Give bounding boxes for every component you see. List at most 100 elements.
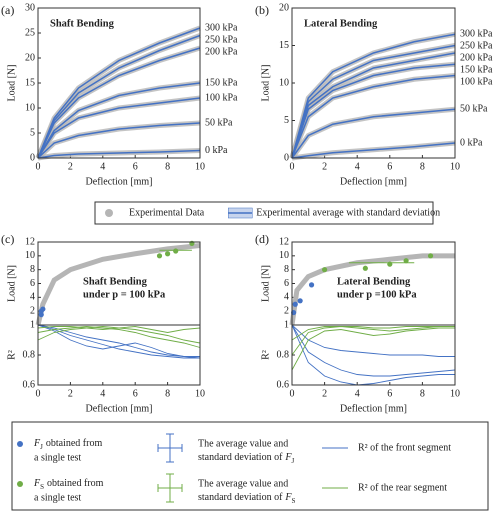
subscript: J: [40, 443, 43, 451]
series-label: 0 kPa: [460, 137, 483, 148]
legend-label: a single test: [34, 492, 81, 503]
fs-point: [322, 267, 328, 273]
r2-curve: [291, 324, 455, 357]
series-label: 50 kPa: [205, 117, 233, 128]
legend-text: standard deviation of: [198, 492, 283, 503]
y-tick-label: 12: [279, 236, 289, 247]
symbol: F: [33, 438, 41, 449]
legend-text: obtained from: [47, 478, 104, 489]
symbol: F: [33, 478, 41, 489]
y-tick-label: 2: [284, 305, 289, 316]
series-label: 0 kPa: [205, 145, 228, 156]
panel-subtitle: under p = 100 kPa: [83, 289, 166, 300]
plot-frame: [37, 324, 201, 386]
x-axis-label: Deflection [mm]: [86, 176, 153, 187]
plot-frame: [291, 324, 456, 386]
legend-box: [11, 421, 489, 511]
series-label: 150 kPa: [460, 65, 493, 76]
plot-frame: [291, 7, 456, 159]
x-tick-label: 4: [355, 161, 360, 172]
x-tick-label: 8: [420, 161, 425, 172]
panel-title: Lateral Bending: [337, 276, 411, 287]
y-axis-label: R²: [260, 350, 271, 360]
average-curve: [37, 97, 201, 159]
average-curve: [291, 63, 456, 159]
panel-label: (d): [255, 232, 269, 246]
legend-label: a single test: [34, 452, 81, 463]
panel-label: (b): [255, 3, 269, 17]
x-tick-label: 0: [36, 161, 41, 172]
y-axis-label: Load [N]: [6, 65, 17, 102]
x-tick-label: 0: [290, 388, 295, 399]
r2-curve: [291, 326, 455, 341]
average-curve: [37, 122, 201, 159]
average-curve: [291, 74, 456, 159]
legend-label: FJ obtained from: [33, 438, 102, 450]
fs-point: [362, 265, 368, 271]
y-tick-label: 4: [30, 292, 35, 303]
y-axis-label: R²: [6, 350, 17, 360]
x-tick-label: 4: [355, 388, 360, 399]
x-tick-label: 2: [68, 161, 73, 172]
average-curve: [291, 33, 456, 159]
r2-curve: [291, 326, 455, 356]
panel-label: (c): [1, 232, 14, 246]
average-curve: [37, 82, 201, 159]
series-label: 200 kPa: [460, 53, 493, 64]
y-axis-label: Load [N]: [260, 265, 271, 302]
average-curve: [291, 44, 456, 159]
y-tick-label: 0.6: [277, 379, 290, 390]
y-tick-label: 12: [25, 236, 35, 247]
x-tick-label: 2: [322, 161, 327, 172]
panel-title: Lateral Bending: [304, 18, 378, 29]
legend-label: FS obtained from: [33, 478, 104, 490]
series-label: 300 kPa: [205, 22, 238, 33]
x-tick-label: 8: [420, 388, 425, 399]
average-curve: [37, 47, 201, 159]
legend-label: standard deviation of FJ: [198, 452, 295, 464]
fj-point: [292, 301, 298, 307]
x-tick-label: 6: [387, 388, 392, 399]
y-tick-label: 20: [279, 2, 289, 13]
fj-point: [40, 306, 46, 312]
y-tick-label: 15: [279, 40, 289, 51]
x-tick-label: 8: [165, 388, 170, 399]
panel-title: Shaft Bending: [83, 276, 148, 287]
fs-point: [427, 253, 434, 259]
y-tick-label: 1: [284, 319, 289, 330]
x-tick-label: 0: [290, 161, 295, 172]
r2-curve: [37, 326, 201, 333]
y-tick-label: 8: [284, 264, 289, 275]
legend-label: R² of the rear segment: [358, 482, 447, 493]
y-tick-label: 0: [30, 152, 35, 163]
series-label: 250 kPa: [205, 34, 238, 45]
x-axis-label: Deflection [mm]: [86, 403, 153, 414]
r2-curve: [291, 327, 455, 371]
subscript: S: [292, 497, 296, 505]
subscript: S: [40, 483, 44, 491]
x-tick-label: 6: [387, 161, 392, 172]
y-tick-label: 2: [30, 305, 35, 316]
experimental-curve: [35, 80, 201, 160]
fs-point: [165, 251, 171, 257]
y-tick-label: 10: [279, 250, 289, 261]
r2-curve: [37, 324, 200, 357]
experimental-curve: [289, 253, 455, 326]
fs-point: [173, 248, 179, 254]
fs-point: [156, 253, 163, 259]
series-label: 200 kPa: [205, 46, 238, 57]
symbol: F: [284, 452, 292, 463]
average-curve: [291, 142, 456, 159]
plot-frame: [37, 7, 201, 159]
legend-label: Experimental Data: [129, 207, 205, 218]
y-tick-label: 0: [284, 152, 289, 163]
symbol: F: [284, 492, 292, 503]
legend-label: Experimental average with standard devia…: [256, 207, 440, 218]
y-tick-label: 8: [30, 264, 35, 275]
y-tick-label: 5: [284, 115, 289, 126]
r2-curve: [291, 324, 456, 377]
average-curve: [37, 27, 201, 159]
legend-box: [94, 201, 434, 225]
series-label: 300 kPa: [460, 29, 493, 40]
